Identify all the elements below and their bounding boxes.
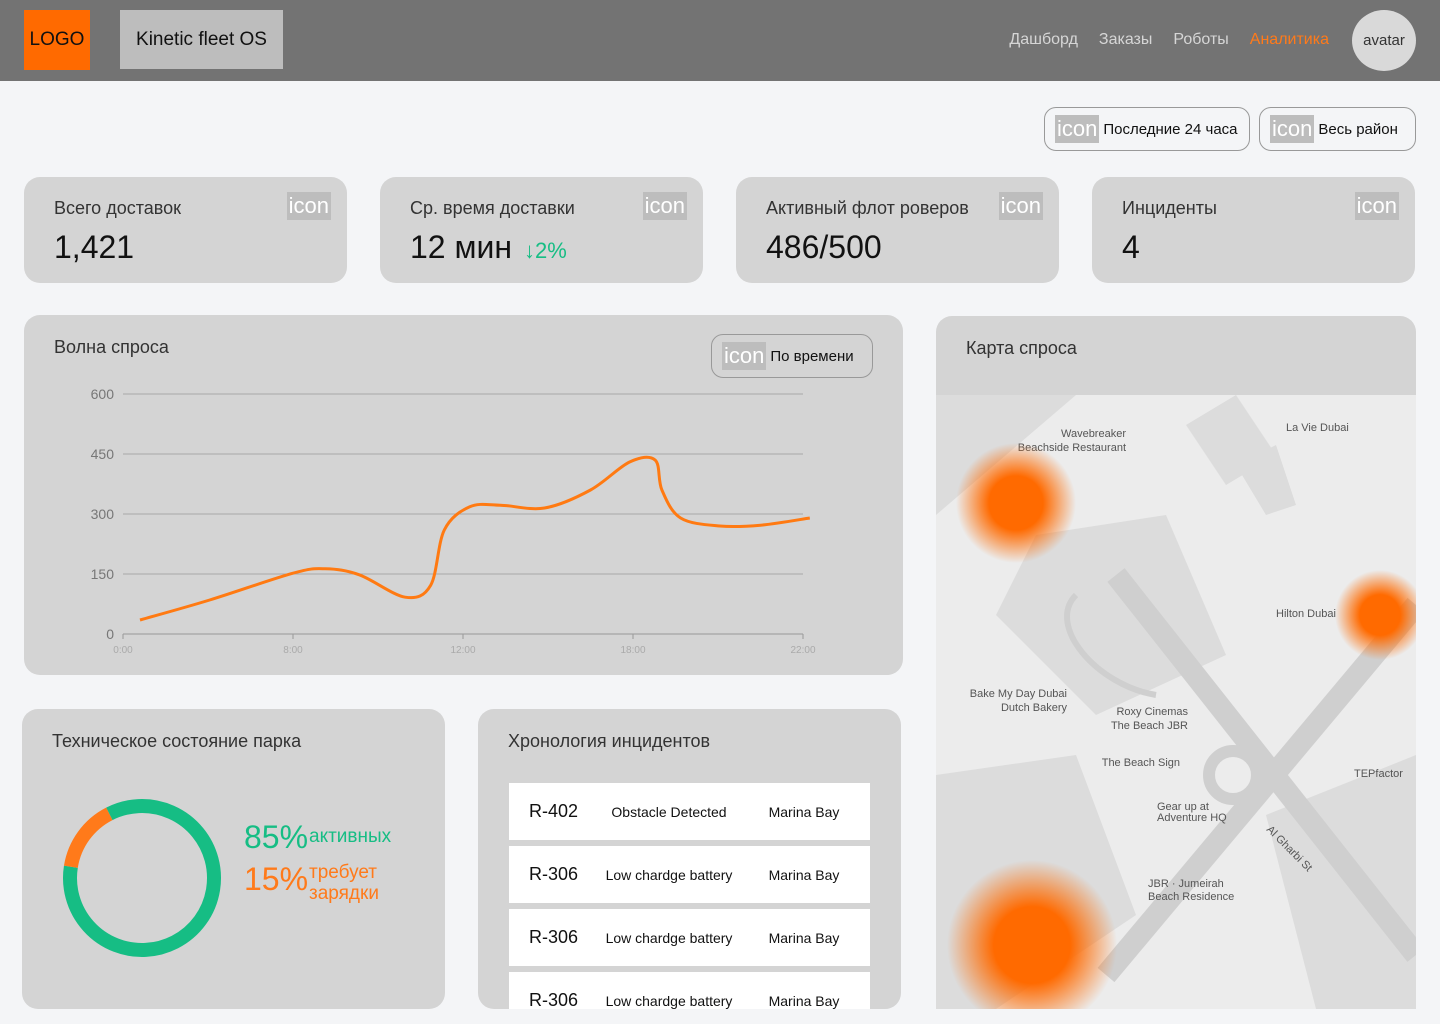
map: La Vie Dubai Wavebreaker Beachside Resta… [936, 395, 1416, 1009]
robot-id: R-306 [529, 990, 579, 1009]
icon: icon [642, 192, 687, 220]
map-label: Wavebreaker [1061, 428, 1126, 440]
filter-label: Последние 24 часа [1103, 120, 1238, 138]
icon: icon [1270, 115, 1315, 143]
map-label: Bake My Day Dubai [970, 688, 1067, 700]
incident-location: Marina Bay [768, 866, 840, 883]
category-label: зарядки [309, 883, 379, 904]
card-title: Волна спроса [54, 337, 169, 357]
nav-link[interactable]: Дашборд [1009, 31, 1078, 48]
map-label: The Beach JBR [1111, 720, 1188, 732]
map-card: Карта спроса La Vie Dubai Wavebreaker Be… [936, 316, 1416, 1009]
incident-type: Low chardge battery [605, 866, 733, 883]
kpi-title: Всего доставок [54, 198, 182, 218]
map-label: Beach Residence [1148, 891, 1234, 903]
map-label: Adventure HQ [1157, 812, 1227, 824]
kpi-number: 486/500 [766, 229, 882, 265]
nav-link[interactable]: Роботы [1173, 31, 1229, 48]
map-label: Gear up at [1157, 801, 1209, 813]
incident-type: Low chardge battery [605, 929, 733, 946]
kpi-value: 12 мин ↓2% [410, 229, 567, 266]
incident-location: Marina Bay [768, 992, 840, 1009]
fleet-card: Техническое состояние парка 85% активных 1… [22, 709, 445, 1009]
nav-link[interactable]: Заказы [1098, 31, 1153, 48]
map-label: La Vie Dubai [1286, 422, 1349, 434]
kpi-delta: ↓2% [524, 238, 567, 263]
robot-id: R-306 [529, 927, 579, 947]
map-label: TEPfactor [1354, 768, 1403, 780]
map-label: The Beach Sign [1102, 757, 1180, 769]
kpi-title: Ср. время доставки [410, 198, 575, 218]
icon: icon [998, 192, 1043, 220]
heat-spot [947, 860, 1117, 1009]
category-label: активных [309, 826, 392, 847]
header: LOGO Kinetic fleet OS Дашборд Заказы Робот… [0, 0, 1440, 81]
kpi-card: Всего доставок icon 1,421 [24, 177, 347, 283]
incident-location: Marina Bay [768, 803, 840, 820]
robot-id: R-306 [529, 864, 579, 884]
icon: icon [1354, 192, 1399, 220]
filter[interactable]: icon Последние 24 часа [1044, 107, 1250, 151]
filter[interactable]: icon По времени [711, 334, 873, 378]
map-label: Roxy Cinemas [1116, 706, 1188, 718]
kpi-card: Активный флот роверов icon 486/500 [736, 177, 1059, 283]
kpi-value: 486/500 [766, 229, 882, 266]
kpi-number: 1,421 [54, 229, 135, 265]
map-roads [1064, 568, 1416, 983]
icon: icon [1055, 115, 1100, 143]
kpi-number: 4 [1122, 229, 1140, 265]
filter-label: Весь район [1318, 120, 1398, 138]
category-label: требует [309, 862, 377, 883]
robot-id: R-402 [529, 801, 579, 821]
filter[interactable]: icon Весь район [1259, 107, 1416, 151]
kpi-value: 1,421 [54, 229, 134, 266]
incidents-card: Хронология инцидентов R-402 Obstacle Dete… [478, 709, 901, 1009]
nav: Дашборд Заказы Роботы Аналитика [1009, 31, 1329, 49]
incident-row[interactable]: R-402 Obstacle Detected Marina Bay [509, 783, 870, 840]
filter-label: По времени [770, 347, 854, 365]
incident-location: Marina Bay [768, 929, 840, 946]
demand-card: Волна спроса icon По времени [24, 315, 903, 675]
incident-row[interactable]: R-306 Low chardge battery Marina Bay [509, 972, 870, 1009]
map-label: Hilton Dubai [1276, 608, 1336, 620]
kpi-value: 4 [1122, 229, 1140, 266]
logo[interactable]: LOGO [24, 10, 90, 70]
incident-type: Obstacle Detected [611, 803, 727, 820]
heat-spot [1335, 570, 1416, 660]
icon: icon [722, 342, 767, 370]
nav-link[interactable]: Аналитика [1249, 31, 1329, 48]
donut-segment [63, 807, 113, 869]
incident-row[interactable]: R-306 Low chardge battery Marina Bay [509, 846, 870, 903]
kpi-card: Инциденты icon 4 [1092, 177, 1415, 283]
kpi-title: Активный флот роверов [766, 198, 969, 218]
map-label: JBR · Jumeirah [1148, 878, 1224, 890]
avatar[interactable]: avatar [1352, 10, 1416, 71]
incident-row[interactable]: R-306 Low chardge battery Marina Bay [509, 909, 870, 966]
heat-spot [956, 443, 1076, 563]
icon: icon [286, 192, 331, 220]
card-title: Карта спроса [966, 338, 1077, 358]
kpi-title: Инциденты [1122, 198, 1217, 218]
kpi-card: Ср. время доставки icon 12 мин ↓2% [380, 177, 703, 283]
percent-label: 15% [244, 861, 308, 897]
percent-label: 85% [244, 819, 308, 855]
kpi-number: 12 мин [410, 229, 513, 265]
card-title: Хронология инцидентов [508, 731, 711, 751]
map-label: Dutch Bakery [1001, 702, 1068, 714]
donut-segment [63, 799, 221, 957]
incident-type: Low chardge battery [605, 992, 733, 1009]
product-name: Kinetic fleet OS [120, 10, 283, 69]
card-title: Техническое состояние парка [52, 731, 302, 751]
